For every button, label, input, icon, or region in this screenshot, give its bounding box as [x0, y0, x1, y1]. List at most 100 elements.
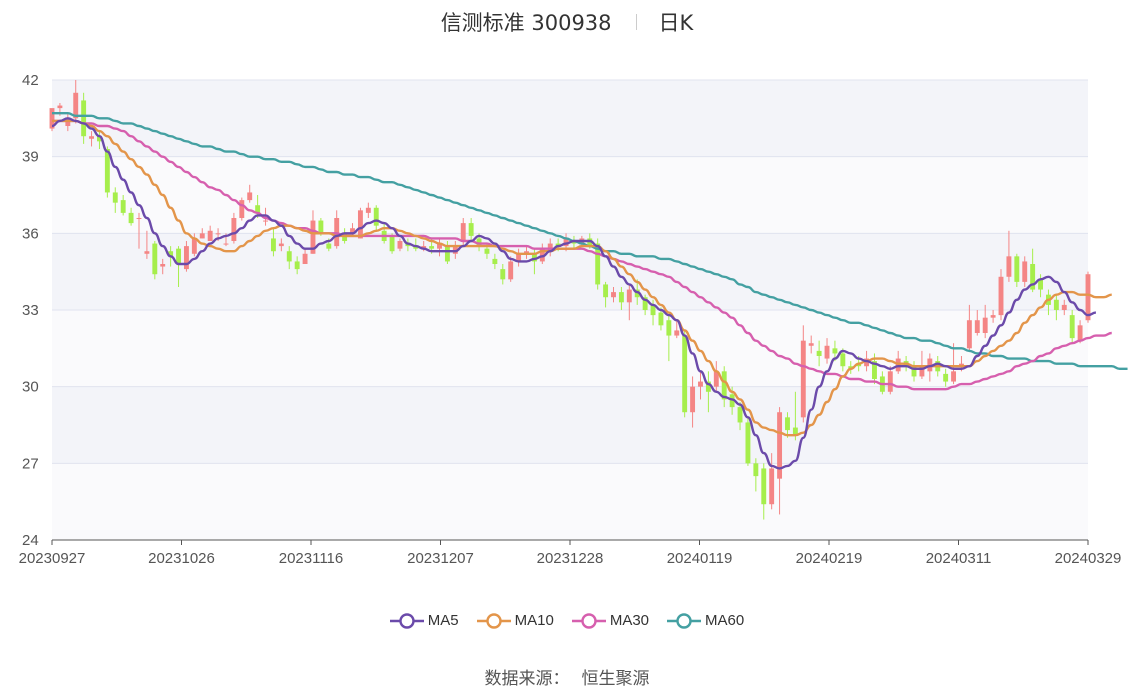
candle-body	[334, 218, 340, 247]
candle-body	[618, 292, 624, 303]
candle-body	[650, 304, 656, 316]
candle-body	[500, 269, 506, 280]
candle-body	[974, 320, 980, 333]
candle-body	[919, 366, 925, 377]
candle-body	[951, 371, 957, 382]
source-value: 恒生聚源	[581, 669, 650, 689]
candle-body	[492, 258, 498, 264]
candle-body	[342, 233, 348, 241]
candle-body	[389, 235, 395, 252]
candle-body	[982, 317, 988, 333]
legend-item-ma10[interactable]: MA10	[476, 612, 554, 629]
candle-body	[539, 248, 545, 262]
candle-body	[690, 386, 696, 413]
candle-body	[429, 246, 435, 249]
candle-body	[144, 251, 150, 254]
grid-band	[52, 310, 1088, 387]
candle-body	[373, 207, 379, 226]
x-tick-label: 20240219	[796, 550, 863, 567]
candle-body	[856, 363, 862, 367]
candle-body	[698, 381, 703, 387]
candle-body	[895, 358, 901, 372]
candle-body	[1030, 264, 1036, 290]
candle-body	[626, 289, 632, 303]
x-tick-label: 20231026	[148, 550, 215, 567]
candle-body	[1061, 304, 1067, 310]
candle-body	[848, 366, 854, 369]
candle-body	[96, 136, 102, 142]
candle-body	[223, 243, 229, 245]
candle-body	[966, 320, 972, 349]
x-tick-label: 20231228	[537, 550, 604, 567]
candle-body	[864, 358, 870, 367]
candle-body	[215, 233, 221, 235]
chart-legend: MA5 MA10 MA30 MA60	[0, 612, 1134, 629]
chart-header: 信测标准 300938 日K	[0, 6, 1134, 38]
candle-body	[437, 243, 442, 249]
candle-body	[800, 340, 806, 418]
candle-body	[927, 358, 933, 372]
candle-body	[318, 220, 324, 234]
candle-body	[294, 261, 300, 270]
y-tick-label: 42	[22, 72, 39, 89]
legend-marker-icon	[389, 612, 424, 629]
legend-label: MA10	[514, 612, 554, 629]
legend-label: MA5	[427, 612, 459, 629]
candle-body	[357, 210, 363, 239]
candle-body	[777, 412, 783, 479]
candle-body	[49, 108, 55, 129]
candle-body	[642, 297, 648, 310]
candle-body	[508, 261, 514, 280]
candle-body	[476, 238, 482, 247]
candle-body	[682, 335, 688, 413]
candle-body	[183, 246, 189, 270]
candle-body	[278, 243, 284, 247]
y-tick-label: 36	[22, 225, 39, 242]
candle-body	[302, 253, 308, 264]
candle-body	[911, 366, 917, 377]
candle-body	[89, 136, 94, 139]
candle-body	[57, 105, 63, 109]
data-source: 数据来源： 恒生聚源	[0, 664, 1134, 689]
candle-body	[1069, 315, 1075, 339]
legend-label: MA60	[705, 612, 745, 629]
candle-body	[365, 207, 371, 213]
candle-body	[112, 192, 118, 203]
candlestick-chart: 24 27 30 33 36 39 42 20230927 20231026 20231116 20…	[19, 72, 1128, 567]
candle-body	[674, 330, 680, 336]
candle-body	[310, 220, 316, 254]
ma5-line	[51, 117, 1096, 470]
x-tick-label: 20240311	[926, 550, 992, 567]
legend-item-ma60[interactable]: MA60	[667, 612, 744, 629]
candle-body	[761, 468, 767, 505]
candle-body	[444, 246, 450, 262]
candle-body	[745, 422, 751, 464]
candle-body	[350, 228, 355, 234]
candle-body	[666, 320, 672, 336]
candle-body	[326, 243, 332, 249]
candle-body	[452, 246, 458, 254]
candle-body	[943, 373, 949, 382]
candle-body	[405, 243, 411, 247]
y-tick-label: 30	[22, 379, 39, 396]
candle-body	[65, 118, 71, 126]
title-divider	[635, 14, 637, 30]
x-tick-label: 20240119	[667, 550, 733, 567]
candle-body	[263, 220, 268, 222]
y-tick-label: 39	[22, 149, 39, 166]
legend-item-ma30[interactable]: MA30	[571, 612, 649, 629]
ma10-line	[52, 119, 1112, 437]
candle-body	[737, 407, 743, 423]
y-tick-label: 33	[22, 302, 39, 319]
legend-item-ma5[interactable]: MA5	[389, 612, 459, 629]
grid-band	[52, 156, 1088, 234]
candle-body	[729, 394, 735, 408]
candle-body	[753, 463, 759, 477]
candle-body	[990, 315, 996, 318]
candle-body	[959, 363, 964, 367]
candle-body	[160, 264, 166, 267]
candle-body	[713, 371, 719, 387]
candle-body	[705, 381, 711, 392]
candle-body	[872, 361, 877, 379]
candle-body	[587, 238, 593, 247]
